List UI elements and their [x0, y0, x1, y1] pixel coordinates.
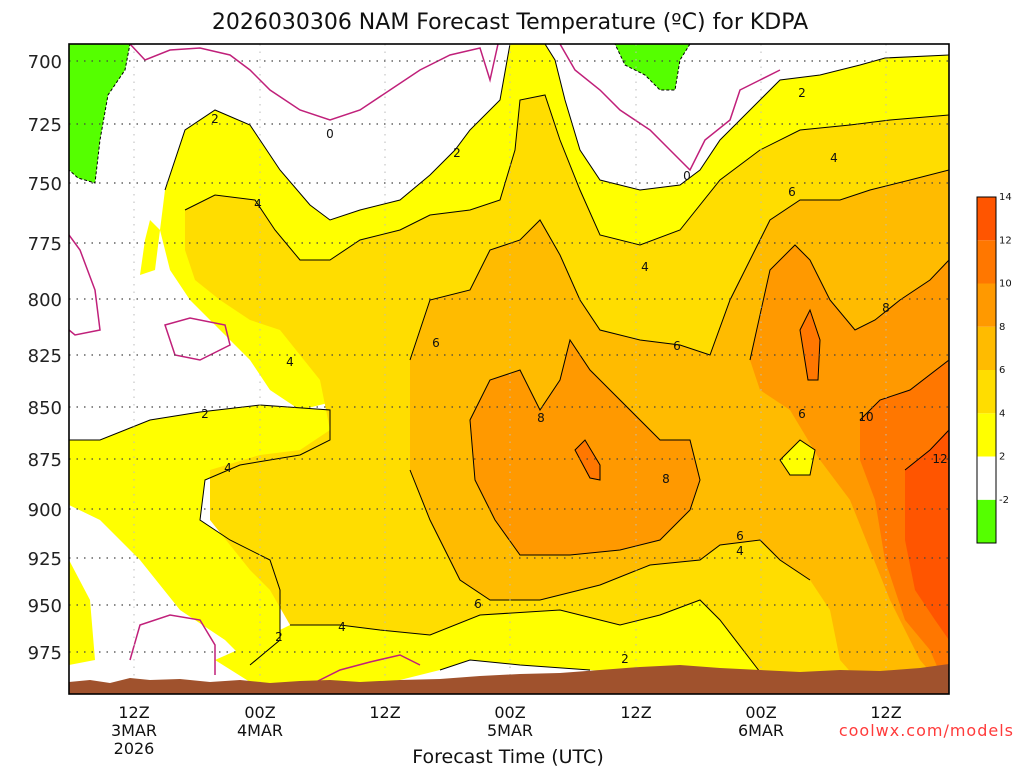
terrain-ground: [69, 664, 949, 694]
contour-label: 6: [673, 339, 681, 353]
temperature-contour-lines: [69, 44, 949, 673]
x-tick-date: 6MAR: [738, 721, 784, 740]
x-tick: 00Z 4MAR: [237, 703, 283, 740]
contour-label: 6: [736, 529, 744, 543]
y-tick-label: 775: [28, 234, 62, 255]
x-tick-label: 12Z: [870, 703, 901, 722]
contour-label: 2: [275, 630, 283, 644]
contour-label: 10: [858, 410, 873, 424]
colorbar-label: 10: [999, 279, 1012, 290]
x-tick-label: 12Z: [369, 703, 400, 722]
colorbar-label: -2: [999, 495, 1009, 506]
colorbar-swatch: [977, 326, 996, 370]
contour-label: 2: [621, 652, 629, 666]
colorbar-swatch: [977, 197, 996, 241]
y-tick-label: 875: [28, 450, 62, 471]
colorbar-swatch: [977, 456, 996, 500]
contour-label: 2: [453, 146, 461, 160]
contour-label: 6: [788, 185, 796, 199]
colorbar-label: 2: [999, 452, 1005, 463]
colorbar-label: 14: [999, 192, 1012, 203]
temp-region-2-to-4-small: [140, 220, 160, 275]
contour-label: 2: [211, 112, 219, 126]
colorbar-swatch: [977, 499, 996, 543]
y-tick-label: 975: [28, 643, 62, 664]
contour-label: 4: [224, 461, 232, 475]
colorbar-swatch: [977, 370, 996, 414]
y-axis-ticks: 700 725 750 775 800 825 850 875 900 925 …: [28, 52, 62, 664]
contour-label: 6: [798, 407, 806, 421]
x-tick-date: 4MAR: [237, 721, 283, 740]
colorbar-swatch: [977, 240, 996, 284]
contour-labels: 2 0 2 4 2 4 4 6 6 8 8 6 8 10 12 6 4 6 6 …: [201, 86, 947, 666]
contour-label: 4: [736, 544, 744, 558]
contour-label: 8: [882, 301, 890, 315]
y-tick-label: 725: [28, 115, 62, 136]
plot-area: 2 0 2 4 2 4 4 6 6 8 8 6 8 10 12 6 4 6 6 …: [69, 44, 949, 694]
colorbar-frame: [976, 196, 997, 544]
y-tick-label: 825: [28, 346, 62, 367]
colorbar-swatch: [977, 283, 996, 327]
y-tick-label: 700: [28, 52, 62, 73]
temp-region-2-to-4-left-bottom: [69, 560, 95, 665]
temp-region-10-to-12: [860, 360, 949, 694]
x-tick-date: 3MAR: [111, 721, 157, 740]
contour-label: 4: [254, 197, 262, 211]
colorbar-label: 6: [999, 365, 1005, 376]
contour-label: 2: [201, 407, 209, 421]
x-tick-label: 00Z: [494, 703, 525, 722]
y-tick-label: 900: [28, 500, 62, 521]
contour-label: 4: [338, 620, 346, 634]
freezing-contour-lines: [69, 44, 781, 691]
contour-label: 6: [474, 597, 482, 611]
x-tick-year: 2026: [114, 739, 155, 758]
x-tick: 12Z: [620, 703, 651, 722]
temp-region-10-to-12-small: [800, 310, 820, 380]
contour-label: 6: [432, 336, 440, 350]
credit-link[interactable]: coolwx.com/models: [839, 721, 1014, 740]
colorbar-label: 8: [999, 322, 1005, 333]
contour-label: 4: [641, 260, 649, 274]
temp-region-below-minus2-left: [69, 44, 131, 184]
y-tick-label: 950: [28, 596, 62, 617]
contour-label: 8: [537, 411, 545, 425]
x-tick-label: 00Z: [745, 703, 776, 722]
y-tick-label: 750: [28, 174, 62, 195]
y-tick-label: 800: [28, 290, 62, 311]
contour-label: 0: [683, 169, 691, 183]
x-tick-label: 00Z: [244, 703, 275, 722]
colorbar-label: 4: [999, 408, 1005, 419]
x-tick: 00Z 6MAR: [738, 703, 784, 740]
contour-label: 2: [798, 86, 806, 100]
temp-region-12-to-14: [905, 430, 949, 640]
x-axis-title: Forecast Time (UTC): [412, 746, 603, 768]
contour-label: 12: [932, 452, 947, 466]
temp-pocket-yellow: [780, 440, 815, 475]
contour-label: 4: [286, 355, 294, 369]
x-tick: 12Z: [870, 703, 901, 722]
x-tick-label: 12Z: [620, 703, 651, 722]
x-tick-date: 5MAR: [487, 721, 533, 740]
colorbar: -2 2 4 6 8 10 12 14: [976, 192, 1012, 544]
colorbar-label: 12: [999, 235, 1012, 246]
x-tick-label: 12Z: [118, 703, 149, 722]
x-tick: 12Z 3MAR 2026: [111, 703, 157, 758]
colorbar-swatch: [977, 413, 996, 457]
plot-frame: [68, 43, 950, 695]
contour-label: 0: [326, 127, 334, 141]
contour-label: 4: [830, 151, 838, 165]
x-axis-ticks: 12Z 3MAR 2026 00Z 4MAR 12Z 00Z 5MAR 12Z …: [111, 703, 902, 758]
y-tick-label: 850: [28, 398, 62, 419]
chart-title: 2026030306 NAM Forecast Temperature (ºC)…: [212, 10, 808, 35]
contour-label: 8: [662, 472, 670, 486]
x-tick: 00Z 5MAR: [487, 703, 533, 740]
x-tick: 12Z: [369, 703, 400, 722]
y-tick-label: 925: [28, 549, 62, 570]
temp-region-below-minus2-top: [614, 44, 691, 91]
temp-region-10-to-12-tiny: [575, 440, 600, 480]
